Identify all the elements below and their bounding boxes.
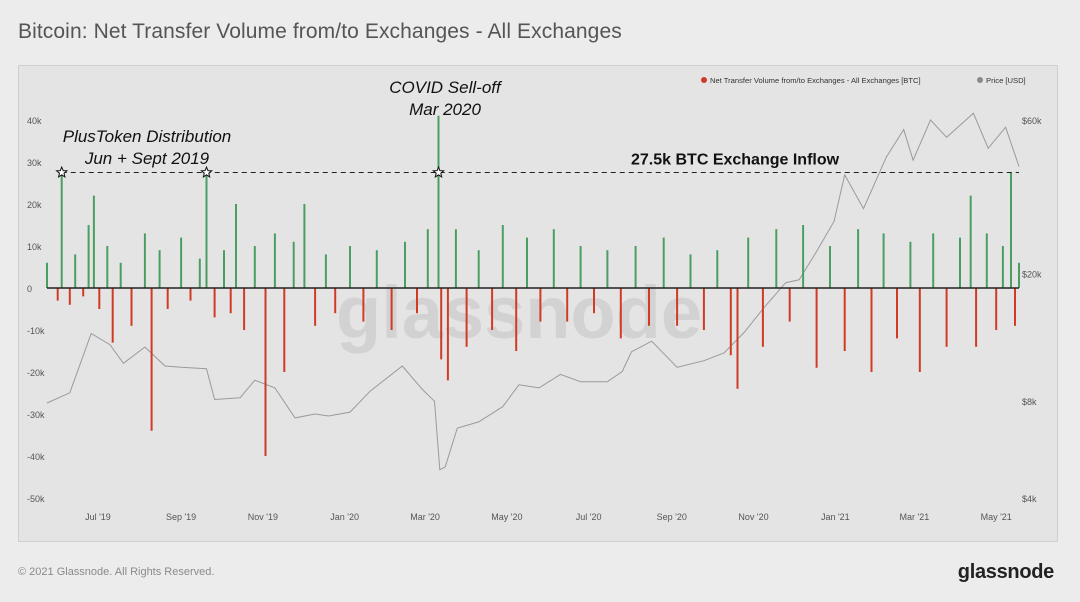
y-left-tick-label: 30k xyxy=(27,158,42,168)
x-tick-label: Sep '19 xyxy=(166,512,196,522)
reference-line-label: 27.5k BTC Exchange Inflow xyxy=(631,152,840,169)
legend-marker xyxy=(977,77,983,83)
star-marker xyxy=(431,165,445,178)
x-tick-label: Jan '20 xyxy=(330,512,359,522)
watermark-text: glassnode xyxy=(336,271,702,354)
legend-entry: Net Transfer Volume from/to Exchanges - … xyxy=(710,76,921,85)
star-marker xyxy=(200,165,214,178)
y-left-tick-label: 0 xyxy=(27,284,32,294)
x-tick-label: Jul '19 xyxy=(85,512,111,522)
annotation-covid-line2: Mar 2020 xyxy=(409,100,481,119)
x-tick-label: Mar '21 xyxy=(900,512,930,522)
net-transfer-chart: glassnode 40k 30k 20k 10k 0 -10k -20k -30k -40k -… xyxy=(27,76,1042,522)
price-line xyxy=(46,112,1020,471)
y-right-tick-label: $4k xyxy=(1022,494,1037,504)
x-tick-label: Jul '20 xyxy=(576,512,602,522)
annotation-plustoken-line2: Jun + Sept 2019 xyxy=(84,149,210,168)
copyright-text: © 2021 Glassnode. All Rights Reserved. xyxy=(18,566,215,578)
y-left-tick-label: -50k xyxy=(27,494,45,504)
y-right-tick-label: $20k xyxy=(1022,269,1042,279)
x-tick-label: Nov '20 xyxy=(738,512,768,522)
y-left-tick-label: -30k xyxy=(27,410,45,420)
y-right-tick-label: $60k xyxy=(1022,116,1042,126)
x-tick-label: May '20 xyxy=(491,512,522,522)
chart-panel: glassnode 40k 30k 20k 10k 0 -10k -20k -30k -40k -… xyxy=(18,65,1058,542)
y-left-tick-label: 40k xyxy=(27,116,42,126)
y-left-tick-label: -20k xyxy=(27,368,45,378)
x-tick-label: Nov '19 xyxy=(248,512,278,522)
annotation-covid-line1: COVID Sell-off xyxy=(389,78,503,97)
brand-logo-text: glassnode xyxy=(957,561,1055,583)
y-left-tick-label: -40k xyxy=(27,452,45,462)
annotation-plustoken-line1: PlusToken Distribution xyxy=(63,127,232,146)
y-left-tick-label: 10k xyxy=(27,242,42,252)
star-marker xyxy=(55,165,69,178)
y-left-tick-label: 20k xyxy=(27,200,42,210)
page-title: Bitcoin: Net Transfer Volume from/to Exc… xyxy=(18,20,622,43)
x-tick-label: Sep '20 xyxy=(657,512,687,522)
y-right-tick-label: $8k xyxy=(1022,397,1037,407)
legend-entry: Price [USD] xyxy=(986,76,1026,85)
x-tick-label: Jan '21 xyxy=(821,512,850,522)
x-tick-label: May '21 xyxy=(981,512,1012,522)
x-tick-label: Mar '20 xyxy=(410,512,440,522)
legend-marker xyxy=(701,77,707,83)
y-left-tick-label: -10k xyxy=(27,326,45,336)
